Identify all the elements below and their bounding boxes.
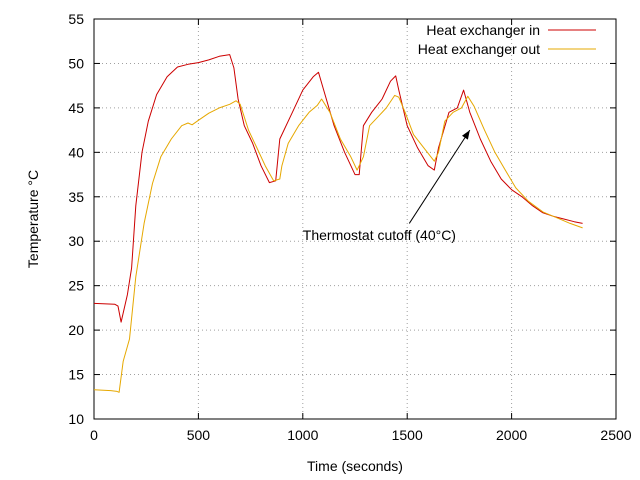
y-tick-label: 15	[68, 367, 84, 383]
x-tick-label: 2000	[496, 427, 527, 443]
y-tick-label: 35	[68, 189, 84, 205]
legend: Heat exchanger in Heat exchanger out	[418, 22, 596, 57]
series-lines	[93, 54, 583, 393]
x-axis-label: Time (seconds)	[307, 458, 403, 474]
y-tick-label: 30	[68, 233, 84, 249]
y-tick-label: 40	[68, 144, 84, 160]
legend-label: Heat exchanger in	[426, 22, 540, 38]
annotation-arrowhead	[462, 130, 470, 140]
series-line-1	[93, 54, 583, 323]
x-tick-label: 1500	[392, 427, 423, 443]
y-tick-label: 10	[68, 411, 84, 427]
y-tick-label: 25	[68, 278, 84, 294]
grid	[94, 19, 616, 419]
y-tick-label: 55	[68, 11, 84, 27]
annotation-text: Thermostat cutoff (40°C)	[303, 227, 456, 243]
y-tick-label: 45	[68, 100, 84, 116]
x-tick-label: 500	[187, 427, 211, 443]
x-tick-label: 0	[90, 427, 98, 443]
annotation: Thermostat cutoff (40°C)	[303, 129, 471, 243]
annotation-arrow	[408, 129, 471, 224]
plot-frame	[93, 18, 617, 420]
legend-label: Heat exchanger out	[418, 41, 540, 57]
x-tick-label: 2500	[600, 427, 631, 443]
x-tick-label: 1000	[287, 427, 318, 443]
y-tick-label: 50	[68, 55, 84, 71]
series-line-2	[93, 94, 583, 393]
y-tick-label: 20	[68, 322, 84, 338]
y-axis-label: Temperature °C	[25, 170, 41, 268]
